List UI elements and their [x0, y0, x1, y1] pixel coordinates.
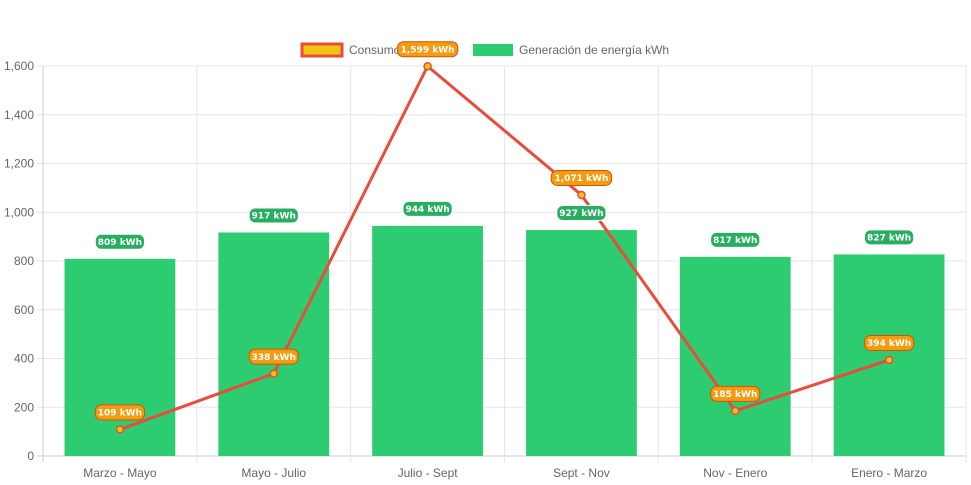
y-tick-label: 400	[14, 352, 34, 366]
consumption-point	[577, 190, 586, 200]
generation-bar	[64, 258, 176, 456]
data-labels: 809 kWh 917 kWh 944 kWh 927 kWh 817 kWh 827 k…	[94, 169, 915, 421]
y-tick-label: 1,400	[4, 108, 34, 122]
generation-data-label: 827 kWh	[867, 234, 911, 244]
consumption-data-label: 338 kWh	[252, 353, 296, 363]
generation-data-label-bg	[402, 200, 453, 217]
y-tick-label: 0	[27, 449, 34, 463]
y-tick-label: 1,600	[4, 59, 34, 73]
legend-swatch-consumption[interactable]	[300, 42, 344, 58]
generation-data-label-bg	[556, 205, 607, 222]
generation-data-label-bg	[248, 207, 299, 224]
x-tick-label: Sept - Nov	[553, 466, 610, 480]
axes: 0 200 400 600 800 1,000 1,200 1,400 1,600 Marzo -…	[4, 59, 927, 480]
legend-label-generation[interactable]: Generación de energía kWh	[519, 43, 669, 57]
y-tick-label: 600	[14, 303, 34, 317]
y-tick-label: 800	[14, 254, 34, 268]
legend-swatch-generation[interactable]	[473, 44, 513, 56]
grid	[37, 65, 967, 462]
generation-data-label-bg	[94, 233, 146, 250]
consumption-data-label-bg	[863, 334, 915, 351]
generation-bars	[64, 225, 945, 456]
consumption-data-label-bg	[550, 169, 613, 186]
generation-data-label: 944 kWh	[405, 205, 449, 215]
consumption-point	[884, 355, 894, 365]
consumption-data-label-bg	[396, 41, 459, 58]
x-tick-label: Marzo - Mayo	[83, 466, 157, 480]
x-tick-label: Enero - Marzo	[851, 466, 927, 480]
y-tick-label: 1,200	[4, 157, 34, 171]
consumption-data-label-bg	[710, 385, 761, 402]
generation-data-label: 927 kWh	[559, 209, 603, 219]
consumption-data-label: 394 kWh	[867, 339, 911, 349]
generation-data-label: 817 kWh	[713, 236, 757, 246]
generation-bar	[372, 225, 483, 456]
generation-data-label: 809 kWh	[98, 238, 142, 248]
x-tick-label: Nov - Enero	[703, 466, 767, 480]
consumption-point	[269, 369, 278, 378]
x-tick-label: Mayo - Julio	[241, 466, 306, 480]
overlay-labels: 1,599 kWh	[396, 41, 459, 58]
generation-bar	[833, 254, 945, 456]
consumption-point	[115, 425, 125, 434]
consumption-line	[115, 61, 894, 434]
legend[interactable]: Consumo kWh Generación de energía kWh	[300, 42, 669, 58]
y-tick-label: 200	[14, 400, 34, 414]
generation-data-label-bg	[710, 231, 761, 248]
consumption-data-label: 1,599 kWh	[401, 45, 455, 55]
consumption-data-label: 185 kWh	[713, 390, 757, 400]
consumption-data-label-bg	[248, 348, 299, 365]
consumption-data-label-bg	[94, 404, 146, 421]
consumption-data-label: 109 kWh	[98, 409, 142, 419]
consumption-point	[423, 61, 432, 71]
generation-data-label: 917 kWh	[252, 212, 296, 222]
generation-bar	[679, 256, 791, 456]
consumption-data-label: 1,071 kWh	[554, 174, 608, 184]
y-tick-label: 1,000	[4, 205, 34, 219]
x-tick-label: Julio - Sept	[398, 466, 459, 480]
consumption-line-path	[119, 64, 890, 431]
generation-bar	[526, 230, 637, 456]
generation-bar	[218, 232, 330, 456]
consumption-point	[731, 406, 740, 416]
generation-data-label-bg	[863, 229, 915, 246]
